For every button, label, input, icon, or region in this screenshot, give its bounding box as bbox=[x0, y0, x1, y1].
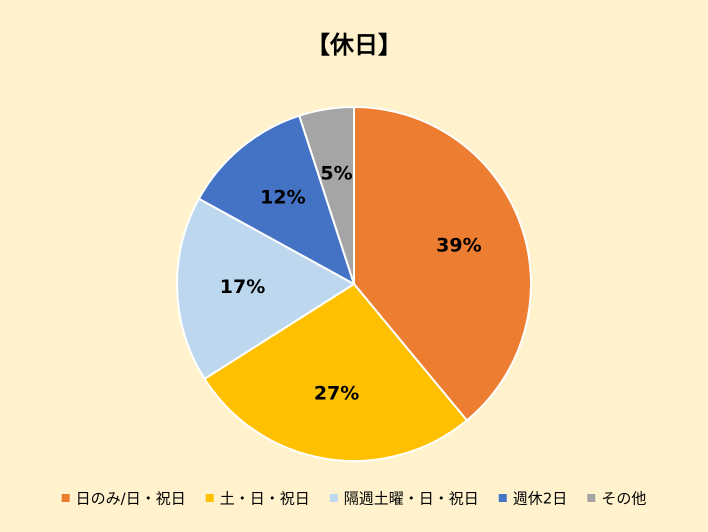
legend-swatch bbox=[587, 494, 596, 502]
pie-slice bbox=[197, 114, 356, 287]
chart-title: 【休日】 bbox=[306, 31, 402, 59]
data-label: 17% bbox=[220, 276, 265, 298]
pie-slice bbox=[203, 282, 469, 462]
pie-slice bbox=[176, 197, 356, 381]
legend-swatch bbox=[329, 494, 338, 502]
data-label: 39% bbox=[436, 235, 481, 257]
legend-swatch bbox=[205, 494, 214, 502]
legend-label: 週休2日 bbox=[513, 490, 568, 508]
legend-label: 隔週土曜・日・祝日 bbox=[344, 490, 479, 508]
legend-label: 日のみ/日・祝日 bbox=[76, 490, 186, 508]
legend-swatch bbox=[61, 494, 70, 502]
data-label: 5% bbox=[320, 162, 352, 184]
data-label: 12% bbox=[260, 187, 305, 209]
pie-slice bbox=[298, 105, 355, 285]
pie-slice bbox=[353, 105, 532, 422]
legend-label: 土・日・祝日 bbox=[220, 490, 310, 508]
data-label: 27% bbox=[314, 383, 359, 405]
legend-swatch bbox=[498, 494, 507, 502]
legend-label: その他 bbox=[601, 490, 646, 508]
